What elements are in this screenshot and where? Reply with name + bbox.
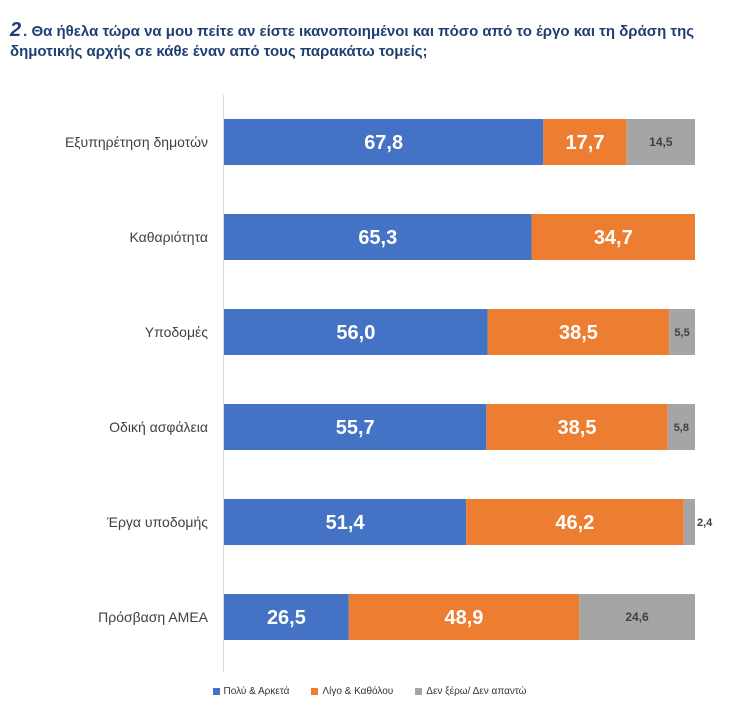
bar-segment-series-2 — [543, 119, 627, 165]
data-label-series-1: 67,8 — [364, 132, 403, 154]
legend-swatch-series-1 — [212, 688, 220, 695]
bar-segment-series-3 — [669, 309, 695, 355]
question-number: 2 — [10, 19, 22, 41]
category-label: Οδική ασφάλεια — [109, 419, 208, 435]
bar-segment-series-1 — [224, 214, 532, 260]
legend-item-series-2: Λίγο & Καθόλου — [311, 686, 393, 697]
bar-segment-series-1 — [224, 119, 544, 165]
chart-title: 2. Θα ήθελα τώρα να μου πείτε αν είστε ι… — [10, 20, 710, 62]
bar-segment-series-2 — [486, 404, 668, 450]
data-label-series-3: 5,5 — [674, 327, 689, 339]
bar-segment-series-2 — [487, 309, 670, 355]
data-label-series-3: 24,6 — [625, 610, 649, 624]
bar-segment-series-1 — [224, 404, 487, 450]
category-label: Υποδομές — [145, 324, 208, 340]
legend-item-series-1: Πολύ & Αρκετά — [212, 686, 290, 697]
data-label-series-1: 55,7 — [336, 417, 375, 439]
data-label-series-1: 26,5 — [267, 607, 306, 629]
data-label-series-3: 2,4 — [697, 517, 713, 529]
legend-label-series-2: Λίγο & Καθόλου — [322, 686, 394, 697]
bar-segment-series-1 — [224, 594, 349, 640]
data-label-series-2: 38,5 — [558, 417, 597, 439]
category-label: Καθαριότητα — [129, 229, 208, 245]
data-label-series-1: 51,4 — [326, 512, 366, 534]
bar-segment-series-3 — [579, 594, 695, 640]
legend-item-series-3: Δεν ξέρω/ Δεν απαντώ — [415, 686, 526, 697]
bar-segment-series-2 — [348, 594, 580, 640]
legend-label-series-1: Πολύ & Αρκετά — [223, 686, 290, 697]
legend-swatch-series-3 — [415, 688, 423, 695]
data-label-series-2: 34,7 — [594, 227, 633, 249]
bar-segment-series-1 — [224, 309, 488, 355]
data-label-series-2: 48,9 — [445, 607, 484, 629]
category-label: Πρόσβαση ΑΜΕΑ — [98, 609, 209, 625]
bar-segment-series-2 — [531, 214, 695, 260]
data-label-series-2: 38,5 — [559, 322, 598, 344]
question-text: . Θα ήθελα τώρα να μου πείτε αν είστε ικ… — [10, 23, 695, 60]
data-label-series-2: 17,7 — [566, 132, 605, 154]
bar-segment-series-1 — [224, 499, 467, 545]
category-label: Έργα υποδομής — [106, 514, 208, 530]
data-label-series-3: 5,8 — [674, 422, 689, 434]
category-label: Εξυπηρέτηση δημοτών — [65, 134, 208, 150]
bar-segment-series-2 — [466, 499, 684, 545]
bar-segment-series-3 — [683, 499, 695, 545]
legend-swatch-series-2 — [311, 688, 319, 695]
data-label-series-2: 46,2 — [555, 512, 594, 534]
data-label-series-1: 65,3 — [358, 227, 397, 249]
data-label-series-1: 56,0 — [336, 322, 375, 344]
data-label-series-3: 14,5 — [649, 135, 673, 149]
bar-segment-series-3 — [626, 119, 695, 165]
bar-segment-series-3 — [667, 404, 695, 450]
chart-legend: Πολύ & Αρκετά Λίγο & Καθόλου Δεν ξέρω/ Δ… — [0, 686, 739, 697]
legend-label-series-3: Δεν ξέρω/ Δεν απαντώ — [426, 686, 527, 697]
